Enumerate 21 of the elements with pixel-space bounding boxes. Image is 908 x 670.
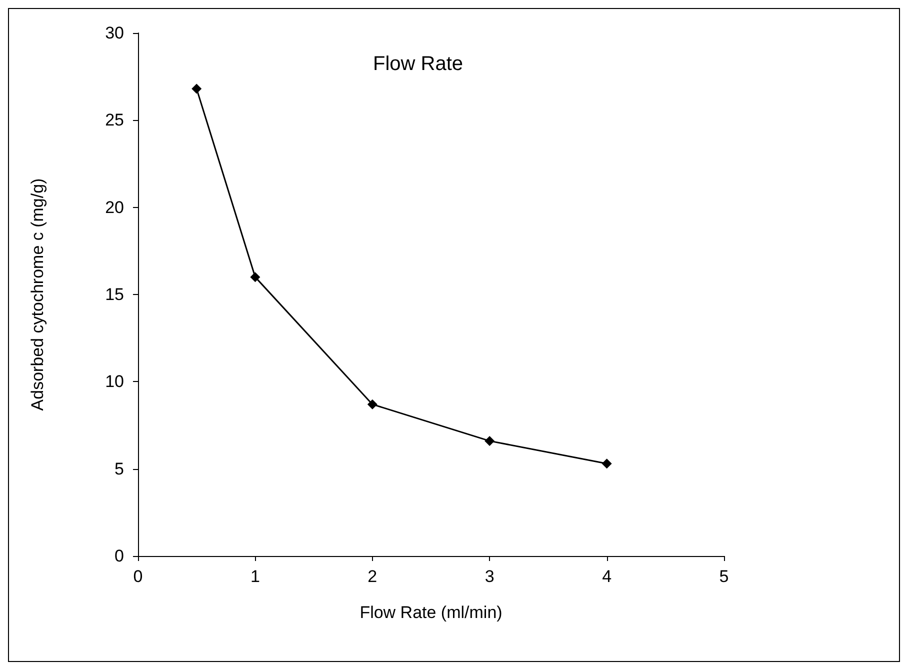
x-tick-label: 3: [484, 567, 494, 586]
y-axis-title: Adsorbed cytochrome c (mg/g): [28, 178, 47, 411]
point: [602, 458, 612, 469]
y-tick-label: 15: [105, 285, 124, 304]
y-tick-label: 0: [114, 546, 124, 566]
x-tick-label: 5: [719, 567, 729, 586]
point: [484, 436, 495, 446]
text: Flow Rate: [372, 53, 464, 75]
x-tick-label: 0: [133, 567, 143, 586]
y-tick-label: 25: [105, 110, 124, 130]
x-tick-label: 2: [368, 567, 378, 586]
x-axis-title: Flow Rate (ml/min): [360, 603, 502, 622]
x-tick-label: 4: [602, 567, 612, 586]
point: [250, 272, 260, 282]
y-tick-label: 5: [114, 459, 124, 478]
y-tick-label: 20: [105, 198, 124, 217]
point: [367, 399, 378, 410]
x-tick-label: 1: [250, 567, 260, 586]
point: [192, 84, 202, 94]
y-tick-label: 10: [105, 372, 124, 392]
y-tick-label: 30: [105, 24, 124, 42]
